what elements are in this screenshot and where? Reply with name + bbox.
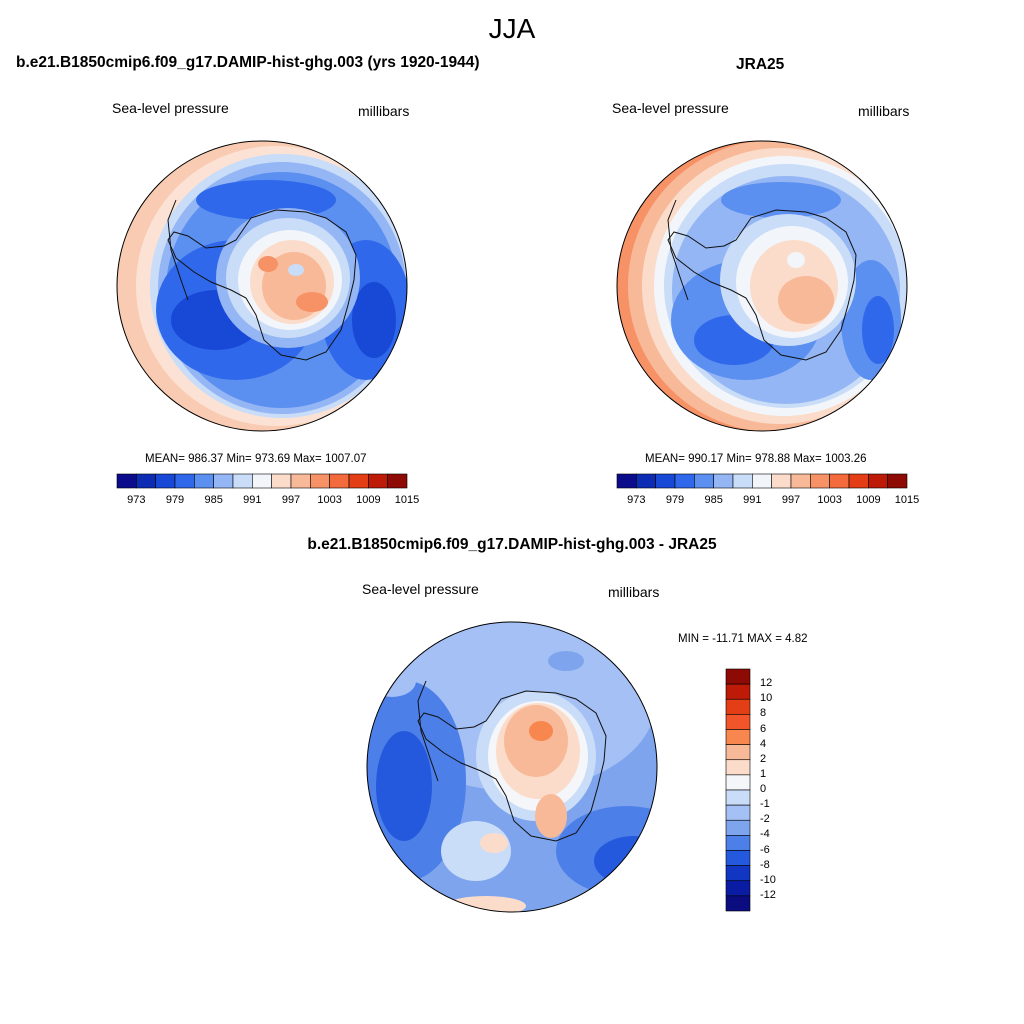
obs-colorbar-box [616, 473, 637, 489]
model-colorbar-box [232, 473, 253, 489]
model-colorbar-box [329, 473, 350, 489]
model-colorbar-box [116, 473, 137, 489]
model-colorbar-box [310, 473, 330, 489]
model-colorbar-box [368, 473, 388, 489]
diff-colorbar-tick-label: 0 [760, 783, 767, 795]
model-colorbar-box [252, 473, 272, 489]
diff-colorbar-box [725, 744, 751, 761]
diff-polar-map [366, 621, 658, 913]
obs-colorbar-box [713, 473, 734, 489]
model-stats-text: MEAN= 986.37 Min= 973.69 Max= 1007.07 [145, 453, 367, 465]
model-colorbar-tick-label: 1009 [356, 494, 381, 506]
model-colorbar-box [174, 473, 195, 489]
diff-colorbar-tick-label: -2 [760, 813, 770, 826]
obs-colorbar-box [674, 473, 695, 489]
diff-colorbar-box [725, 895, 751, 912]
obs-colorbar-tick-label: 979 [665, 494, 685, 506]
model-colorbar-tick-label: 979 [165, 494, 185, 506]
diff-colorbar-box [725, 668, 751, 685]
diff-colorbar-box [725, 729, 751, 745]
obs-colorbar-box [848, 473, 869, 489]
model-units-label: millibars [358, 103, 410, 119]
model-colorbar-box [290, 473, 311, 489]
diff-colorbar-box [725, 804, 751, 821]
obs-colorbar-tick-label: 1003 [817, 494, 842, 506]
obs-stats-text: MEAN= 990.17 Min= 978.88 Max= 1003.26 [645, 453, 867, 465]
diff-colorbar-tick-label: 10 [760, 692, 773, 705]
diff-colorbar-tick-label: 8 [760, 707, 767, 720]
diff-colorbar-box [725, 759, 751, 776]
model-colorbar-box [194, 473, 214, 489]
model-polar-map [116, 140, 408, 432]
diff-colorbar-box [725, 774, 751, 791]
model-colorbar-box [387, 473, 408, 489]
obs-colorbar-box [829, 473, 850, 489]
diff-panel-title: b.e21.B1850cmip6.f09_g17.DAMIP-hist-ghg.… [307, 536, 717, 553]
diff-stats-text: MIN = -11.71 MAX = 4.82 [678, 633, 808, 645]
diff-colorbar-tick-label: 6 [760, 722, 767, 735]
obs-colorbar-box [790, 473, 811, 489]
diff-colorbar-box [725, 835, 751, 851]
diff-colorbar-tick-label: -4 [760, 828, 770, 841]
obs-colorbar [616, 473, 908, 489]
diff-variable-label: Sea-level pressure [362, 581, 479, 597]
diff-colorbar-tick-label: -6 [760, 843, 770, 856]
model-colorbar-box [348, 473, 369, 489]
obs-colorbar-box [732, 473, 753, 489]
obs-colorbar-box [868, 473, 888, 489]
obs-colorbar-tick-label: 1015 [894, 494, 920, 506]
obs-colorbar-tick-label: 997 [781, 494, 801, 506]
model-colorbar-tick-label: 991 [243, 494, 262, 506]
obs-colorbar-tick-label: 1009 [856, 494, 881, 506]
obs-colorbar-box [655, 473, 676, 489]
obs-variable-label: Sea-level pressure [612, 100, 729, 116]
obs-colorbar-box [636, 473, 656, 489]
diff-colorbar-box [725, 789, 751, 806]
diff-colorbar-box [725, 683, 751, 700]
model-colorbar-ticks: 973 979 985 991 997 1003 1009 1015 [117, 494, 419, 508]
model-colorbar-tick-label: 985 [204, 494, 223, 506]
figure-title: JJA [488, 13, 536, 44]
diff-colorbar-tick-label: 1 [760, 767, 767, 780]
obs-colorbar-tick-label: 973 [627, 494, 646, 506]
model-colorbar [116, 473, 408, 489]
obs-colorbar-box [771, 473, 792, 489]
model-colorbar-box [136, 473, 156, 489]
model-panel-title: b.e21.B1850cmip6.f09_g17.DAMIP-hist-ghg.… [16, 54, 480, 71]
diff-colorbar-tick-label: 2 [760, 752, 767, 765]
diff-colorbar-box [725, 698, 751, 715]
model-colorbar-box [155, 473, 176, 489]
model-colorbar-tick-label: 997 [281, 494, 301, 506]
diff-colorbar-tick-label: -12 [760, 888, 776, 901]
obs-colorbar-box [887, 473, 908, 489]
diff-colorbar-tick-label: -1 [760, 798, 770, 811]
diff-colorbar-box [725, 865, 751, 882]
obs-colorbar-box [752, 473, 772, 489]
diff-colorbar-ticks: 12 10 8 6 4 2 1 0 -1 -2 -4 -6 -8 -10 -12 [760, 669, 800, 911]
obs-colorbar-tick-label: 991 [743, 494, 762, 506]
diff-colorbar-box [725, 880, 751, 897]
diff-units-label: millibars [608, 584, 660, 600]
obs-colorbar-ticks: 973 979 985 991 997 1003 1009 1015 [617, 494, 919, 508]
obs-colorbar-box [810, 473, 830, 489]
diff-colorbar-box [725, 850, 751, 866]
diff-colorbar-box [725, 714, 751, 730]
model-colorbar-tick-label: 973 [127, 494, 146, 506]
model-variable-label: Sea-level pressure [112, 100, 229, 116]
obs-colorbar-box [694, 473, 714, 489]
obs-units-label: millibars [858, 103, 910, 119]
diff-colorbar [725, 668, 751, 912]
diff-colorbar-box [725, 819, 751, 836]
diff-colorbar-tick-label: 12 [760, 677, 773, 690]
obs-panel-title: JRA25 [736, 56, 785, 73]
model-colorbar-box [213, 473, 234, 489]
diff-colorbar-tick-label: 4 [760, 737, 767, 750]
model-colorbar-box [271, 473, 292, 489]
diff-colorbar-tick-label: -10 [760, 873, 776, 886]
obs-polar-map [616, 140, 908, 432]
diff-colorbar-tick-label: -8 [760, 858, 770, 871]
obs-colorbar-tick-label: 985 [704, 494, 723, 506]
model-colorbar-tick-label: 1015 [394, 494, 420, 506]
model-colorbar-tick-label: 1003 [317, 494, 342, 506]
